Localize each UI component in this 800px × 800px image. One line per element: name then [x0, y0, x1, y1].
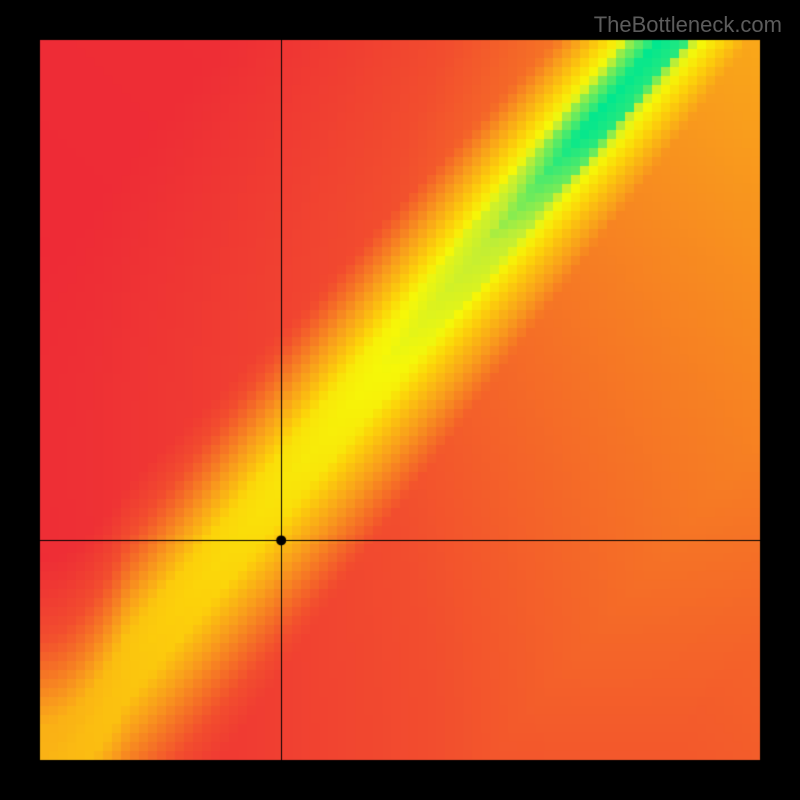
- attribution-text: TheBottleneck.com: [594, 12, 782, 38]
- bottleneck-heatmap: [0, 0, 800, 800]
- chart-container: { "attribution": { "text": "TheBottlenec…: [0, 0, 800, 800]
